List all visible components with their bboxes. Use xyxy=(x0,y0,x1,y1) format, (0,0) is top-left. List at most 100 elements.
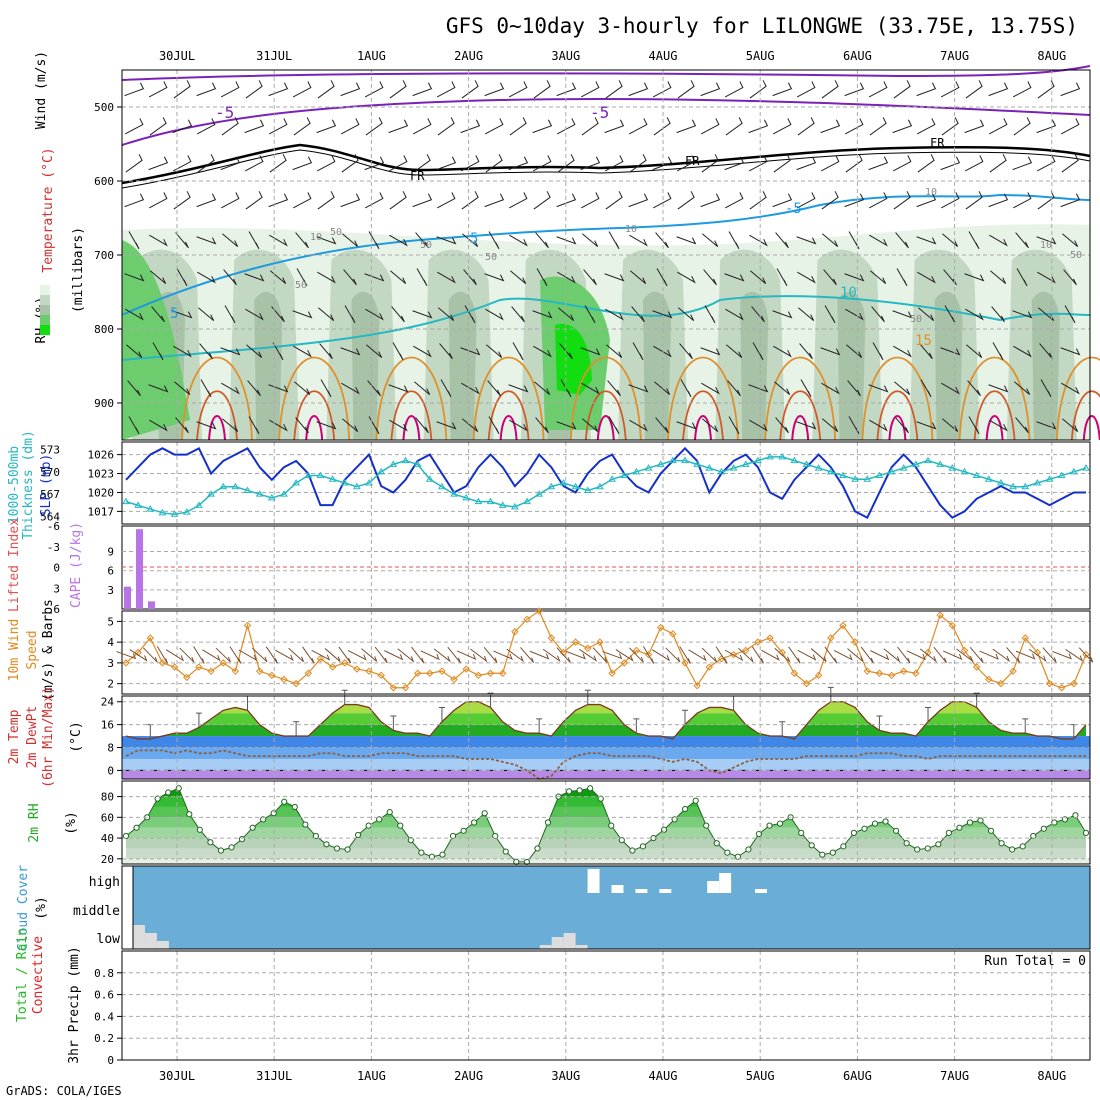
thickness-marker xyxy=(887,467,896,475)
wind-speed-marker xyxy=(754,638,762,646)
wind-barb xyxy=(751,646,764,664)
wind-barb xyxy=(796,81,816,98)
wind-speed-marker xyxy=(523,615,531,624)
wind-barb xyxy=(630,270,647,285)
rh-shade-80 xyxy=(448,291,477,440)
wind-barb xyxy=(775,417,789,434)
wind-barb xyxy=(220,81,240,98)
wind-barb xyxy=(679,343,693,360)
min-max-whisker xyxy=(925,706,932,722)
rh-shade-80 xyxy=(1031,291,1060,440)
thickness-marker xyxy=(389,460,398,467)
temperature-contour xyxy=(876,390,919,441)
y-tick-label: 0.2 xyxy=(94,1032,114,1045)
wind-speed-marker xyxy=(985,675,993,684)
axis-label: (millibars) xyxy=(71,227,86,313)
freezing-line xyxy=(121,149,1091,189)
wind-barb xyxy=(677,191,695,210)
rh-marker xyxy=(713,840,720,847)
wind-barb xyxy=(1012,156,1033,171)
wind-barb xyxy=(341,382,360,395)
rh-marker xyxy=(1061,816,1069,823)
rh-marker xyxy=(808,842,815,849)
contour-label: -5 xyxy=(785,201,802,217)
wind-barb xyxy=(893,80,911,99)
min-max-whisker xyxy=(536,718,543,734)
wind-barb xyxy=(129,649,148,662)
wind10m-panel: 2 3 4 5 10m Wind Speed (m/s) & Barbs xyxy=(7,599,1094,701)
thickness-marker xyxy=(1057,471,1066,479)
wind-barb xyxy=(179,647,195,663)
wind-barb xyxy=(1042,647,1057,663)
wind-barb xyxy=(542,648,561,663)
wind-barb xyxy=(220,347,241,356)
rh-marker xyxy=(1051,819,1058,826)
rh-marker xyxy=(460,827,467,834)
wind-barb xyxy=(532,310,553,319)
wind-barb xyxy=(968,416,980,435)
contour-label: 50 xyxy=(1070,250,1082,261)
wind-barb xyxy=(176,268,188,287)
thickness-marker xyxy=(182,508,191,515)
wind-barb xyxy=(752,342,764,361)
left-tick-label: 573 xyxy=(40,443,60,456)
rh-marker xyxy=(882,818,889,825)
wind-barb xyxy=(1061,154,1079,173)
wind-barb xyxy=(992,648,1011,663)
wind-barb xyxy=(941,382,960,395)
wind-barb xyxy=(288,647,305,663)
wind-barb xyxy=(447,646,461,664)
left-tick-label: -3 xyxy=(47,541,60,554)
wind-speed-marker xyxy=(158,659,167,667)
axis-label-part: (%) xyxy=(64,811,79,834)
wind-barb xyxy=(846,344,863,359)
wind-barb xyxy=(511,306,525,323)
thickness-marker xyxy=(1021,482,1030,490)
wind-barb xyxy=(628,384,649,393)
run-total-label: Run Total = 0 xyxy=(984,954,1086,969)
rh-marker xyxy=(217,847,225,854)
axis-label: Total / Rain xyxy=(15,928,30,1022)
wind-barb xyxy=(895,417,909,434)
axis-label-part: 2m RH xyxy=(27,803,42,842)
wind-speed-marker xyxy=(972,663,981,671)
wind-barb xyxy=(833,650,853,661)
wind-barb xyxy=(193,646,205,664)
wind-barb xyxy=(317,191,335,210)
wind-barb xyxy=(942,418,959,433)
wind-speed-marker xyxy=(122,659,130,667)
rh-marker xyxy=(914,846,921,853)
wind-barb xyxy=(628,82,649,97)
panel-frame xyxy=(121,69,1091,441)
y-tick-label: 8 xyxy=(107,742,114,755)
rh-marker xyxy=(871,820,879,827)
wind-barb xyxy=(366,344,383,359)
wind-barb xyxy=(317,80,335,99)
temperature-band xyxy=(126,724,1086,737)
wind-barb xyxy=(485,154,503,173)
wind-speed-marker xyxy=(875,669,884,677)
axis-label: 1000-500mb xyxy=(7,446,22,524)
wind-speed-marker xyxy=(231,667,240,675)
wind-barb xyxy=(149,117,167,136)
right-tick-label: 6 xyxy=(107,565,114,578)
wind-barb xyxy=(629,647,644,663)
thickness-marker xyxy=(814,464,823,471)
axis-label: (m/s) & Barbs xyxy=(41,599,56,701)
wind-barb xyxy=(125,308,144,321)
wind-barb xyxy=(165,649,185,662)
wind-barb xyxy=(703,269,717,286)
wind-barb xyxy=(324,648,341,662)
thickness-marker xyxy=(571,482,580,490)
wind-barb xyxy=(602,651,623,660)
wind-barb xyxy=(704,305,716,324)
rh-marker xyxy=(207,839,214,846)
wind-speed-marker xyxy=(413,669,422,677)
wind-barb xyxy=(580,192,600,209)
date-label: 8AUG xyxy=(1037,1069,1066,1083)
wind-barb xyxy=(416,268,428,287)
wind-barb xyxy=(580,347,601,356)
wind-barb xyxy=(824,305,836,324)
y-tick-label: 0.8 xyxy=(94,967,114,980)
wind-barb xyxy=(220,156,241,171)
